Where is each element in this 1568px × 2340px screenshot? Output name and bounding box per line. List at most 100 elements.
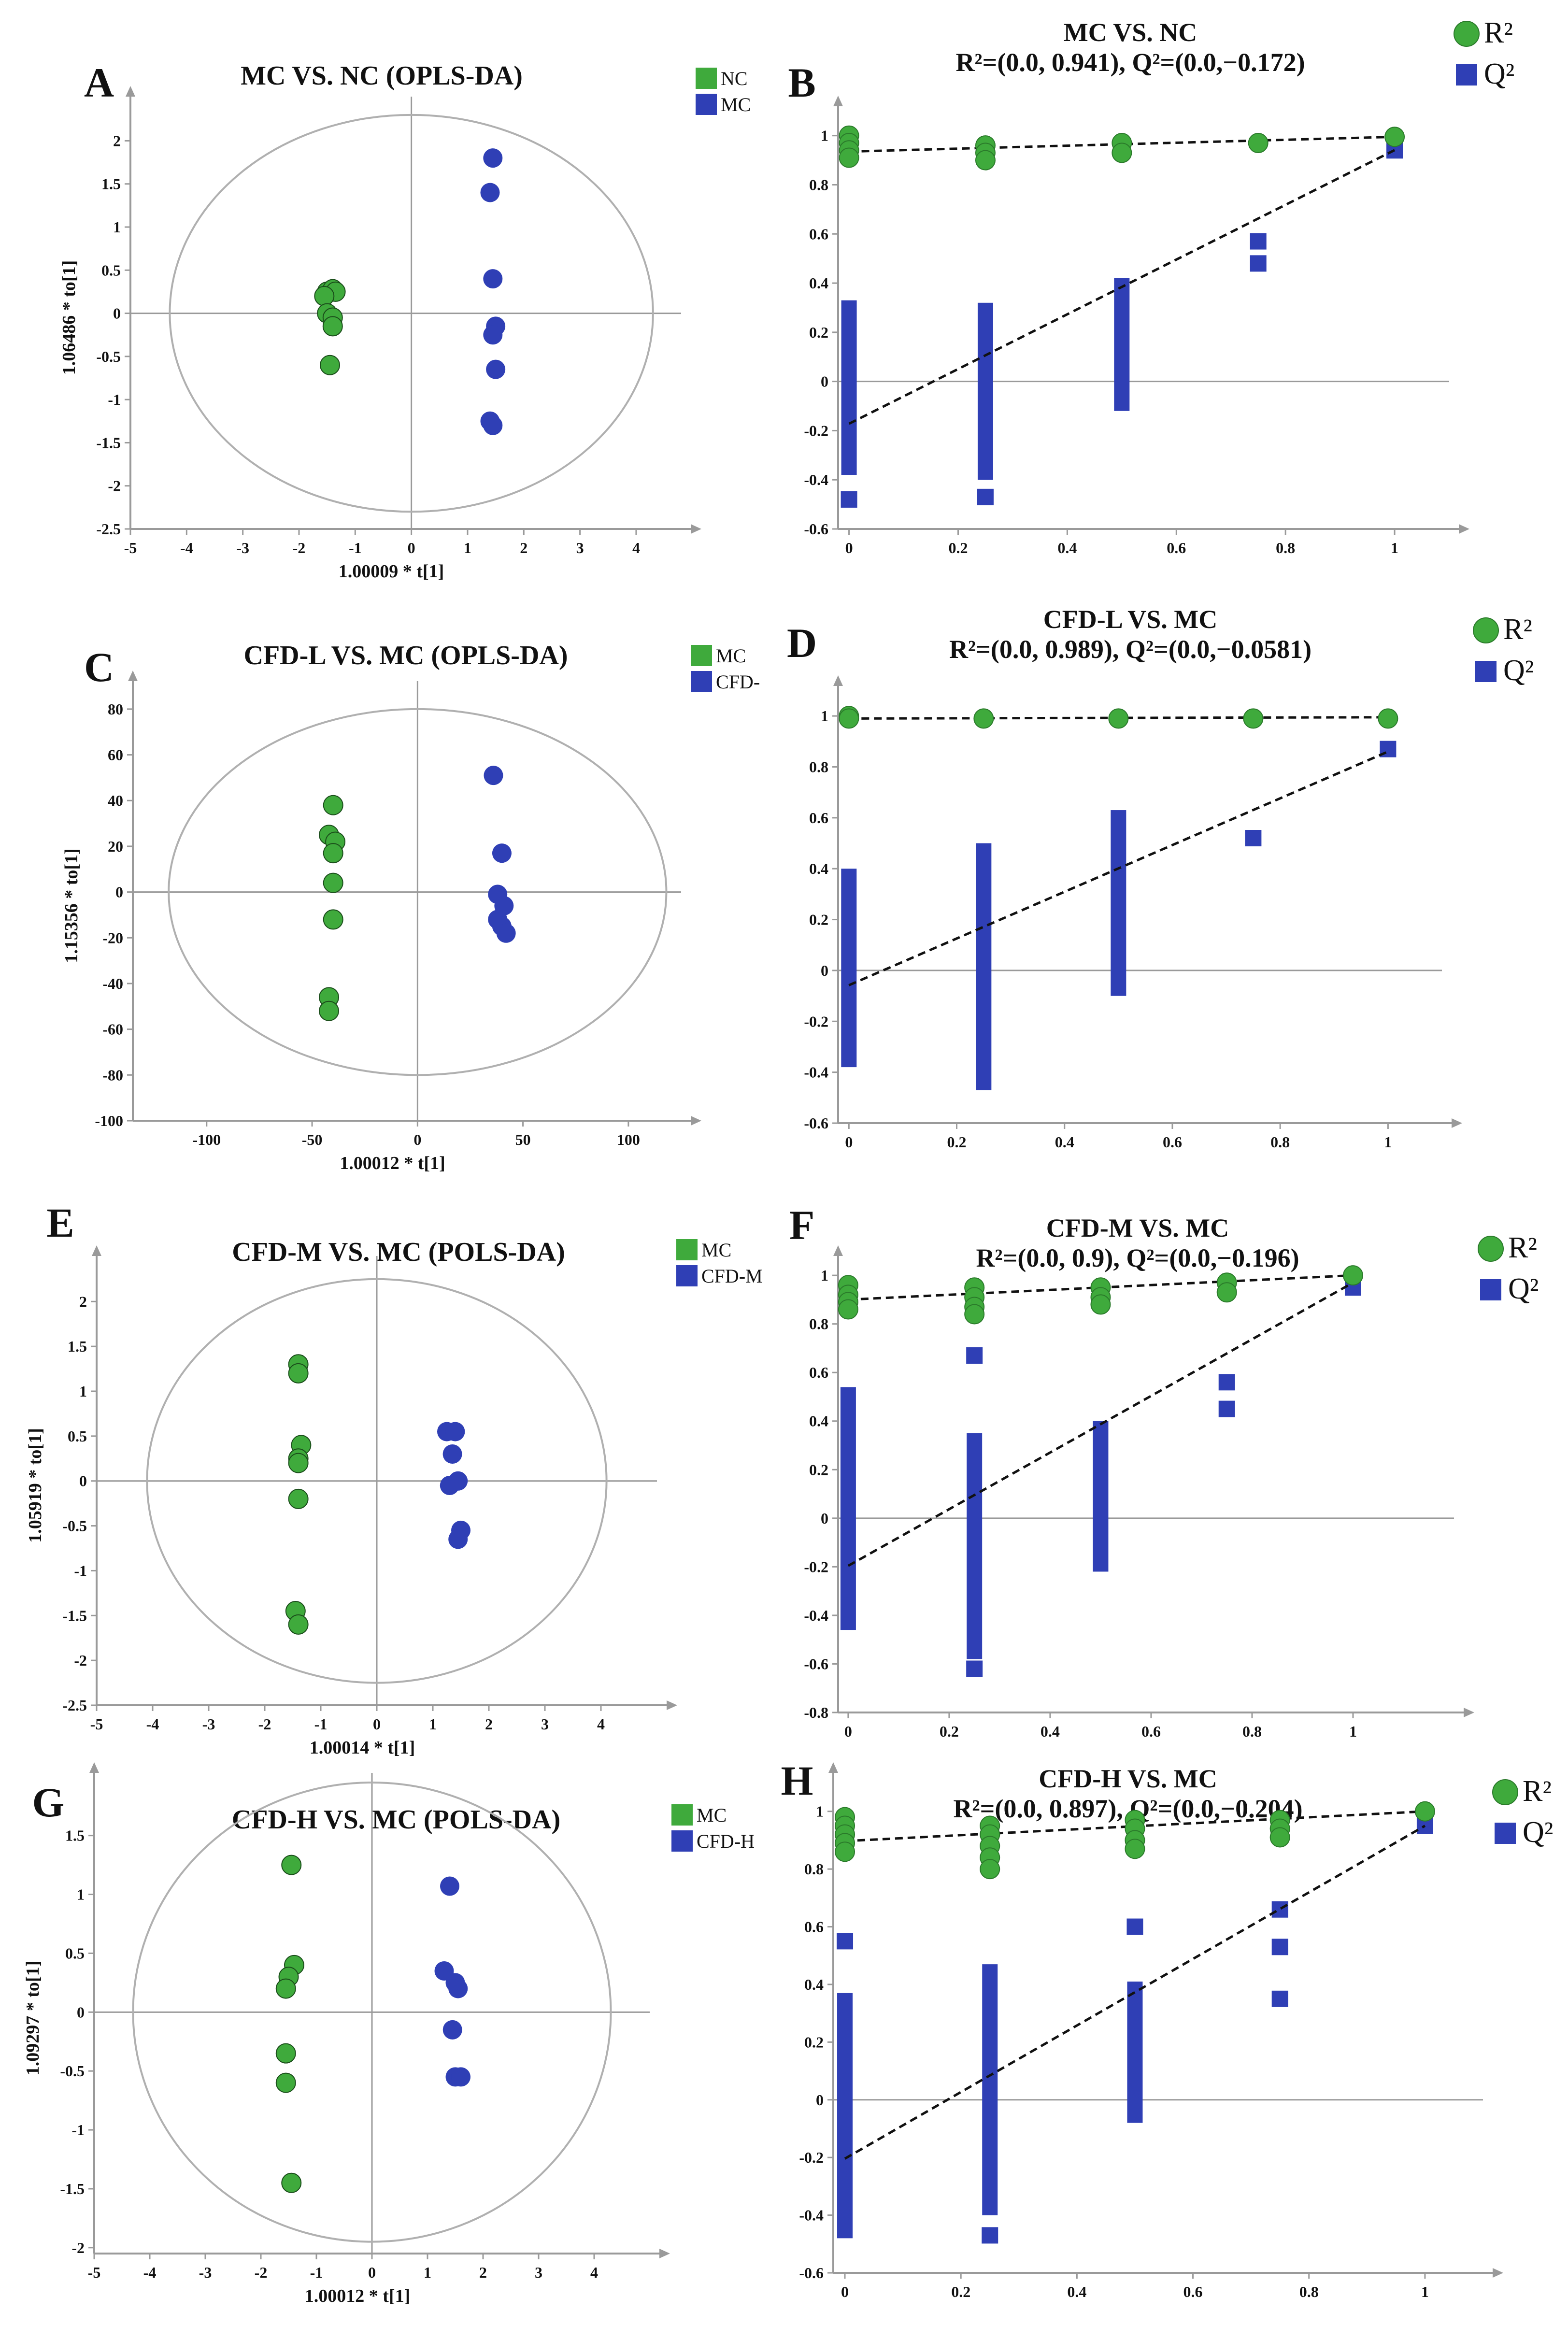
legend-label: MC bbox=[721, 94, 751, 115]
q2-point bbox=[1126, 1918, 1143, 1935]
q2-point-stack bbox=[1127, 1981, 1143, 2123]
data-point bbox=[323, 872, 343, 893]
legend-label: CFD-H bbox=[697, 1830, 755, 1852]
legend-label: MC bbox=[716, 645, 746, 667]
panel-letter: B bbox=[788, 59, 815, 106]
data-point bbox=[319, 355, 340, 375]
data-point bbox=[440, 1476, 459, 1495]
r2-point bbox=[1414, 1801, 1435, 1822]
q2-point bbox=[1250, 255, 1267, 272]
y-tick-label: -0.5 bbox=[62, 1517, 87, 1535]
x-tick-label: 0 bbox=[844, 1723, 852, 1740]
y-tick-label: 60 bbox=[108, 746, 123, 764]
x-axis-arrow bbox=[1493, 2268, 1503, 2278]
y-tick-label: -1 bbox=[108, 391, 121, 408]
y-axis-arrow bbox=[89, 1762, 99, 1773]
y-tick-label: 0 bbox=[79, 1472, 87, 1490]
legend-marker bbox=[1475, 661, 1497, 682]
x-axis-label: 1.00014 * t[1] bbox=[310, 1738, 415, 1758]
y-tick-label: 40 bbox=[108, 792, 123, 809]
x-tick-label: 0.8 bbox=[1242, 1723, 1262, 1740]
y-tick-label: 0 bbox=[113, 305, 121, 322]
legend-marker bbox=[1495, 1823, 1516, 1844]
y-axis-label: 1.15356 * to[1] bbox=[61, 848, 82, 963]
x-axis-arrow bbox=[1452, 1118, 1462, 1128]
y-tick-label: 0.6 bbox=[804, 1918, 824, 1936]
q2-point bbox=[977, 488, 994, 505]
x-tick-label: 0.8 bbox=[1270, 1133, 1290, 1151]
x-tick-label: -100 bbox=[192, 1131, 221, 1148]
data-point bbox=[281, 1855, 302, 1875]
r2-point bbox=[1112, 143, 1132, 163]
x-tick-label: -4 bbox=[146, 1715, 159, 1733]
data-point bbox=[442, 2020, 462, 2040]
r2-regression-line bbox=[849, 135, 1395, 153]
data-point bbox=[288, 1363, 309, 1384]
panel-subtitle: R²=(0.0, 0.989), Q²=(0.0,−0.0581) bbox=[949, 635, 1311, 664]
legend-marker bbox=[1454, 21, 1480, 47]
x-tick-label: 50 bbox=[515, 1131, 531, 1148]
y-tick-label: 80 bbox=[108, 700, 123, 718]
y-tick-label: 0.8 bbox=[809, 758, 828, 776]
panel-h: H 0 0.2 0.4 0.6 0.8 1 -0.6 -0.4 -0.2 0 0.2 0.4 0.6 0.8… bbox=[781, 1757, 1554, 2300]
y-tick-label: -0.2 bbox=[804, 422, 828, 439]
data-point bbox=[323, 795, 343, 815]
panel-d: D 0 0.2 0.4 0.6 0.8 1 -0.6 -0.4 -0.2 0 0.2 0.4 0.6 0.8… bbox=[787, 605, 1534, 1151]
r2-point bbox=[980, 1859, 1000, 1880]
y-tick-label: 0.4 bbox=[809, 860, 828, 877]
legend-label: R² bbox=[1503, 613, 1532, 646]
y-tick-label: -0.5 bbox=[96, 348, 121, 365]
data-point bbox=[275, 1978, 296, 1999]
data-point bbox=[288, 1453, 309, 1473]
panel-e: E -5 -4 -3 -2 -1 0 1 2 3 4 -2.5 -2 -1.5 -1 -0.5 0 0.5 1 1.5… bbox=[25, 1199, 763, 1758]
x-tick-label: 0.2 bbox=[951, 2283, 970, 2300]
r2-point bbox=[838, 1299, 858, 1320]
legend-label: CFD- bbox=[716, 671, 760, 693]
y-tick-label: 0.2 bbox=[809, 911, 828, 928]
panel-letter: D bbox=[787, 620, 817, 666]
y-tick-label: 0.6 bbox=[809, 809, 828, 827]
x-tick-label: -1 bbox=[314, 1715, 328, 1733]
panel-c: C -100 -50 0 50 100 -100 -80 -60 -40 -20 0 20 40 60 80 C… bbox=[61, 641, 760, 1173]
x-tick-label: 4 bbox=[597, 1715, 605, 1733]
y-tick-label: -100 bbox=[95, 1112, 123, 1129]
x-tick-label: 3 bbox=[541, 1715, 549, 1733]
y-tick-label: 0 bbox=[115, 884, 123, 901]
x-tick-label: 0.8 bbox=[1276, 539, 1295, 556]
x-tick-label: 3 bbox=[576, 539, 584, 556]
x-tick-label: -2 bbox=[255, 2264, 268, 2281]
y-tick-label: 1 bbox=[816, 1803, 824, 1820]
x-axis-label: 1.00012 * t[1] bbox=[340, 1153, 445, 1173]
panel-title: CFD-H VS. MC bbox=[1039, 1764, 1217, 1793]
legend-marker bbox=[1492, 1779, 1518, 1805]
panel-title: CFD-L VS. MC (OPLS-DA) bbox=[244, 641, 568, 671]
data-point bbox=[483, 148, 503, 168]
x-tick-label: 0.2 bbox=[947, 1133, 967, 1151]
x-tick-label: 0 bbox=[413, 1131, 421, 1148]
q2-regression-line bbox=[844, 1825, 1426, 2160]
r2-point bbox=[839, 147, 859, 168]
data-point bbox=[483, 269, 503, 289]
confidence-ellipse bbox=[132, 1782, 612, 2243]
x-tick-label: -50 bbox=[302, 1131, 323, 1148]
x-tick-label: -1 bbox=[310, 2264, 323, 2281]
legend-label: R² bbox=[1508, 1231, 1537, 1264]
legend-label: Q² bbox=[1503, 654, 1534, 687]
r2-point bbox=[839, 708, 859, 729]
panel-f: F 0 0.2 0.4 0.6 0.8 1 -0.8 -0.6 -0.4 -0.2 0 0.2 0.4 0.… bbox=[789, 1202, 1539, 1740]
y-tick-label: 1 bbox=[821, 707, 828, 725]
panel-title: CFD-L VS. MC bbox=[1043, 605, 1218, 634]
data-point bbox=[440, 1876, 459, 1896]
legend-label: Q² bbox=[1484, 57, 1514, 90]
q2-point bbox=[966, 1660, 983, 1677]
legend-swatch bbox=[696, 94, 717, 115]
x-tick-label: 0.6 bbox=[1183, 2283, 1203, 2300]
y-tick-label: -0.6 bbox=[804, 1655, 828, 1672]
x-tick-label: -2 bbox=[258, 1715, 271, 1733]
data-point bbox=[288, 1614, 309, 1635]
q2-point-stack bbox=[837, 1993, 853, 2239]
x-tick-label: 0 bbox=[841, 2283, 849, 2300]
y-tick-label: -2 bbox=[74, 1652, 87, 1669]
y-tick-label: -20 bbox=[102, 929, 123, 946]
data-point bbox=[323, 843, 343, 864]
